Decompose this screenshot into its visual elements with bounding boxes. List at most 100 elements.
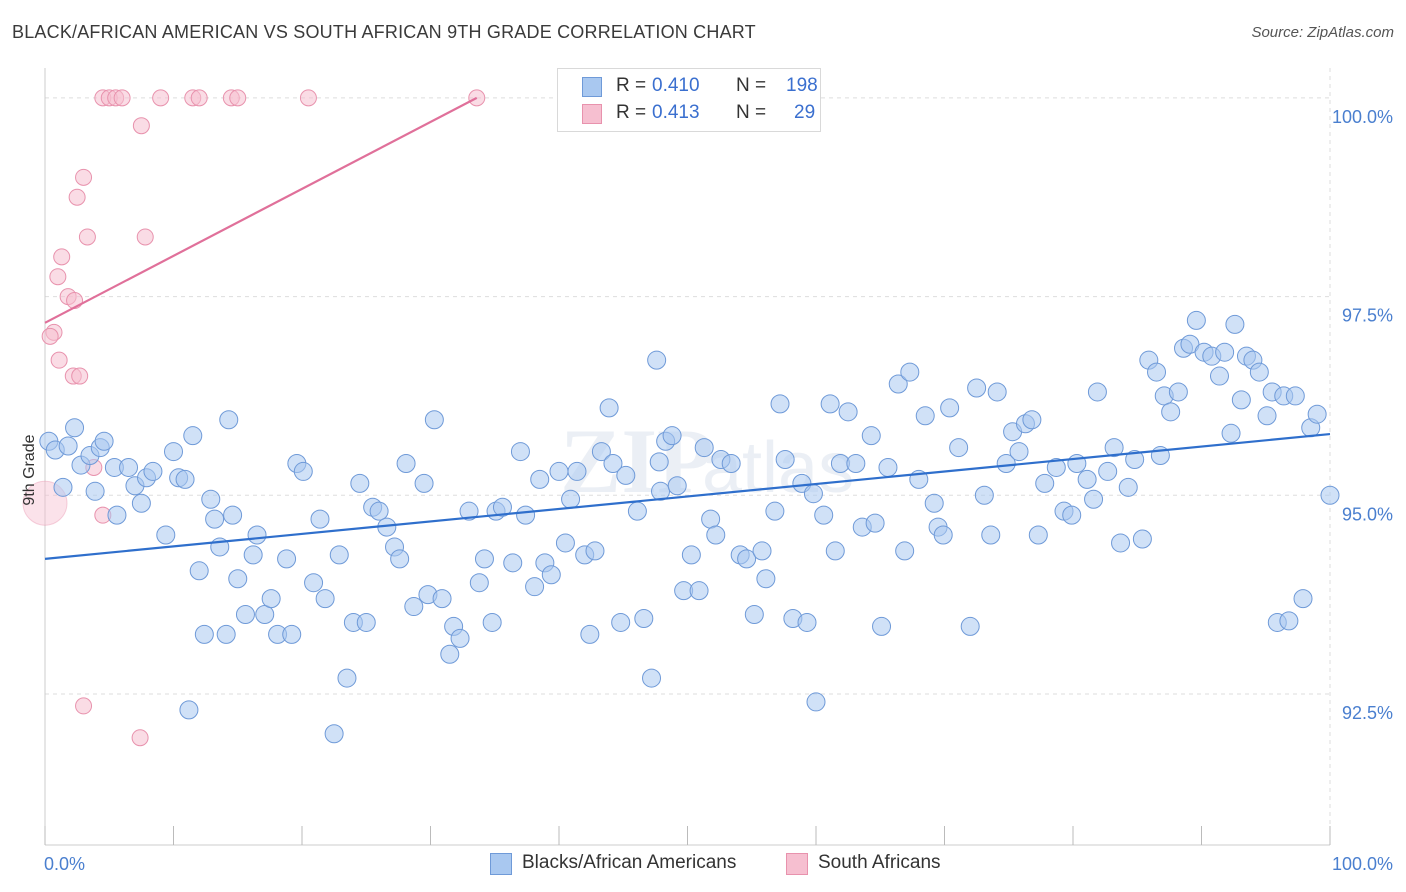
legend-r-label: R = — [616, 102, 647, 123]
black-african-american-point — [440, 644, 460, 664]
black-african-american-point — [1279, 611, 1299, 631]
x-tick-label: 100.0% — [1332, 854, 1393, 874]
black-african-american-point — [235, 605, 255, 625]
black-african-american-point — [541, 565, 561, 585]
black-african-american-point — [525, 577, 545, 597]
legend-n-label: N = — [736, 102, 767, 123]
south-african-point — [299, 89, 317, 107]
black-african-american-point — [915, 406, 935, 426]
black-african-american-point — [1062, 505, 1082, 525]
south-african-point — [75, 697, 93, 715]
y-tick-label: 97.5% — [1342, 306, 1393, 326]
black-african-american-point — [58, 436, 78, 456]
pink-trend-line — [44, 96, 478, 324]
black-african-american-point — [219, 410, 239, 430]
black-african-american-point — [1009, 442, 1029, 462]
black-african-american-point — [156, 525, 176, 545]
black-african-american-point — [179, 700, 199, 720]
south-african-point — [113, 89, 131, 107]
south-african-point — [131, 729, 149, 747]
black-african-american-point — [561, 489, 581, 509]
black-african-american-point — [627, 501, 647, 521]
south-african-point — [78, 228, 96, 246]
black-african-american-point — [255, 605, 275, 625]
black-african-american-point — [1285, 386, 1305, 406]
black-african-american-point — [611, 612, 631, 632]
black-african-american-point — [689, 581, 709, 601]
y-tick-label: 92.5% — [1342, 703, 1393, 723]
black-african-american-point — [803, 484, 823, 504]
black-african-american-point — [981, 525, 1001, 545]
black-african-american-point — [549, 461, 569, 481]
black-african-american-point — [681, 545, 701, 565]
legend-n-value: 198 — [786, 75, 818, 96]
black-african-american-point — [694, 438, 714, 458]
black-african-american-point — [949, 438, 969, 458]
black-african-american-point — [555, 533, 575, 553]
black-african-american-point — [838, 402, 858, 422]
black-african-american-point — [1077, 469, 1097, 489]
black-african-american-point — [878, 457, 898, 477]
south-african-point — [75, 168, 93, 186]
black-african-american-point — [277, 549, 297, 569]
black-african-american-point — [662, 426, 682, 446]
black-african-american-point — [175, 469, 195, 489]
black-african-american-point — [350, 473, 370, 493]
black-african-american-point — [243, 545, 263, 565]
black-african-american-point — [1084, 489, 1104, 509]
black-african-american-point — [1147, 362, 1167, 382]
black-african-american-point — [131, 493, 151, 513]
black-african-american-point — [651, 481, 671, 501]
black-african-american-point — [1186, 310, 1206, 330]
black-african-american-point — [1022, 410, 1042, 430]
south-african-point — [49, 268, 67, 286]
black-african-american-point — [1225, 314, 1245, 334]
correlation-legend: R = 0.410 N = 198 R = 0.413 N = 29 — [557, 68, 821, 132]
black-african-american-point — [194, 624, 214, 644]
legend-r-label: R = — [616, 75, 647, 96]
black-african-american-point — [649, 452, 669, 472]
tick-labels: 92.5% 95.0% 97.5% 100.0% 0.0% 100.0% — [44, 107, 1393, 874]
black-african-american-point — [228, 569, 248, 589]
black-african-american-point — [967, 378, 987, 398]
black-african-american-point — [1215, 342, 1235, 362]
black-african-american-point — [642, 668, 662, 688]
black-african-american-point — [503, 553, 523, 573]
black-african-american-point — [396, 453, 416, 473]
black-african-american-point — [765, 501, 785, 521]
black-african-american-point — [1221, 423, 1241, 443]
black-african-american-point — [567, 461, 587, 481]
svg-text:ZIP: ZIP — [560, 410, 713, 512]
black-african-american-point — [940, 398, 960, 418]
black-african-american-point — [1098, 461, 1118, 481]
black-african-american-point — [580, 624, 600, 644]
black-african-american-point — [282, 624, 302, 644]
black-african-american-point — [482, 612, 502, 632]
black-african-american-point — [756, 569, 776, 589]
black-african-american-point — [390, 549, 410, 569]
black-african-american-point — [53, 477, 73, 497]
south-african-point — [152, 89, 170, 107]
black-african-american-point — [107, 505, 127, 525]
black-african-american-point — [865, 513, 885, 533]
black-african-american-point — [530, 469, 550, 489]
trend-lines — [44, 96, 1331, 560]
black-african-american-point — [310, 509, 330, 529]
black-african-american-point — [1249, 362, 1269, 382]
black-african-american-point — [744, 605, 764, 625]
black-african-american-point — [667, 476, 687, 496]
black-african-american-point — [1028, 525, 1048, 545]
y-axis-label: 9th Grade — [21, 434, 38, 505]
south-african-point — [136, 228, 154, 246]
black-african-american-point — [706, 525, 726, 545]
black-african-american-point — [616, 465, 636, 485]
y-tick-label: 100.0% — [1332, 107, 1393, 127]
black-african-american-point — [450, 628, 470, 648]
black-african-american-point — [647, 350, 667, 370]
black-african-american-point — [987, 382, 1007, 402]
black-african-american-point — [356, 612, 376, 632]
black-african-american-point — [432, 589, 452, 609]
black-african-american-point — [820, 394, 840, 414]
black-african-american-point — [599, 398, 619, 418]
black-african-american-point — [701, 509, 721, 529]
